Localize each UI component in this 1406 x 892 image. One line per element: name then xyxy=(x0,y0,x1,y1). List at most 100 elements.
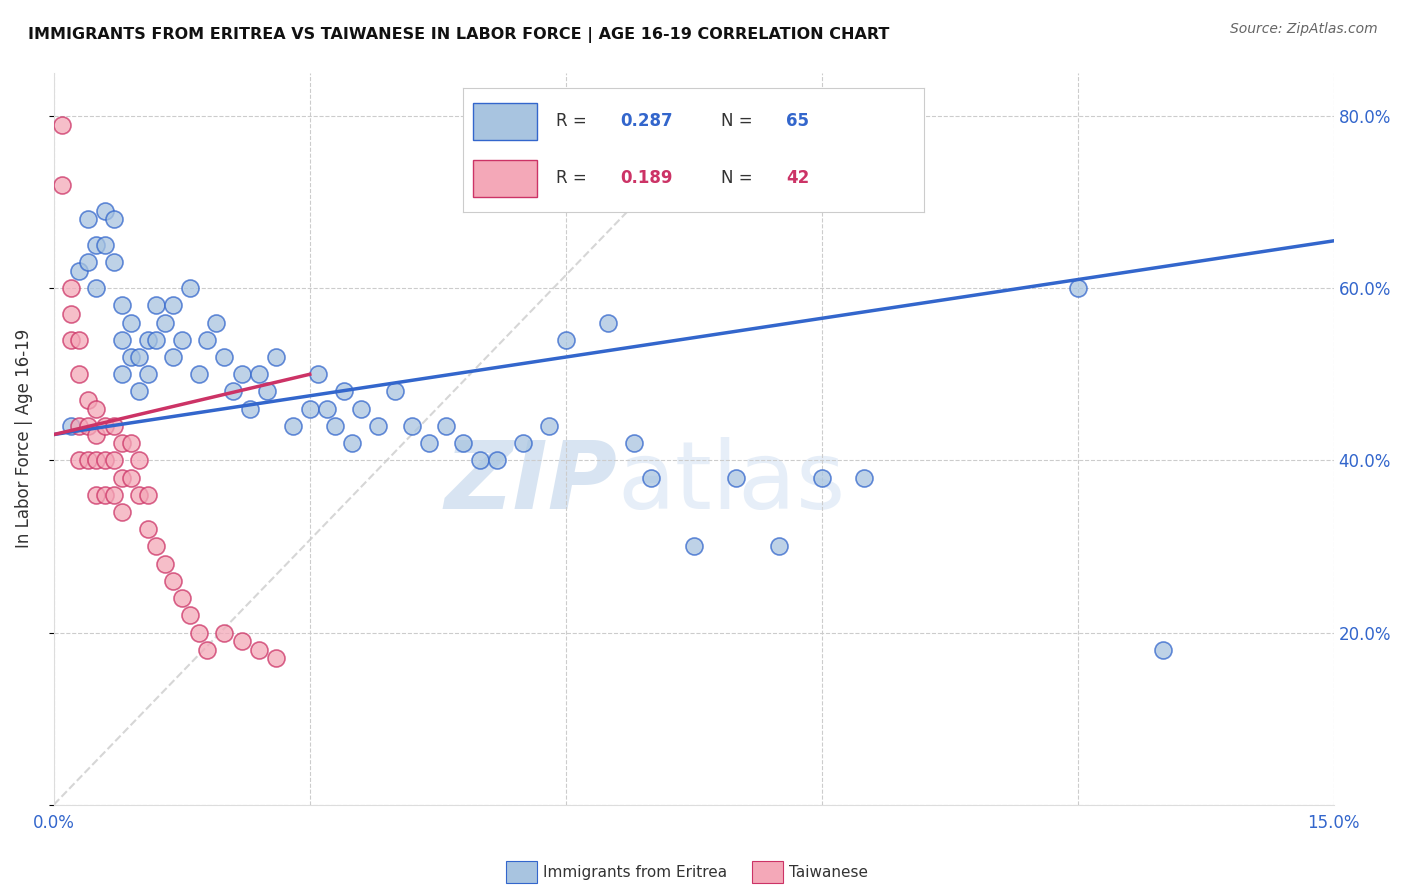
Text: Immigrants from Eritrea: Immigrants from Eritrea xyxy=(543,865,727,880)
Point xyxy=(350,401,373,416)
Text: Taiwanese: Taiwanese xyxy=(789,865,868,880)
Point xyxy=(120,470,142,484)
Text: atlas: atlas xyxy=(617,437,845,529)
Point xyxy=(103,212,125,227)
Point xyxy=(231,634,253,648)
Point xyxy=(453,436,475,450)
Point xyxy=(222,384,245,399)
Point xyxy=(77,255,100,269)
Point xyxy=(145,298,167,312)
Point xyxy=(367,418,389,433)
Point xyxy=(94,488,117,502)
Point xyxy=(231,368,253,382)
Point xyxy=(94,238,117,252)
Point xyxy=(120,436,142,450)
Point xyxy=(197,642,219,657)
Point xyxy=(1066,281,1088,295)
Point xyxy=(325,418,347,433)
Point xyxy=(103,488,125,502)
Y-axis label: In Labor Force | Age 16-19: In Labor Force | Age 16-19 xyxy=(15,329,32,549)
Point xyxy=(77,453,100,467)
Point xyxy=(136,368,159,382)
Text: ZIP: ZIP xyxy=(444,437,617,529)
Point xyxy=(59,307,82,321)
Point xyxy=(179,608,201,623)
Point xyxy=(512,436,534,450)
Point xyxy=(162,574,184,588)
Point xyxy=(1152,642,1174,657)
Point xyxy=(162,298,184,312)
Point xyxy=(67,368,90,382)
Point xyxy=(554,333,576,347)
Point xyxy=(120,350,142,364)
Point xyxy=(77,212,100,227)
Point xyxy=(197,333,219,347)
Point xyxy=(86,401,108,416)
Point xyxy=(187,368,209,382)
Point xyxy=(170,333,193,347)
Point xyxy=(94,453,117,467)
Point xyxy=(94,203,117,218)
Point xyxy=(67,264,90,278)
Point xyxy=(598,316,620,330)
Point xyxy=(103,418,125,433)
Point xyxy=(486,453,509,467)
Point xyxy=(59,281,82,295)
Point xyxy=(59,418,82,433)
Point xyxy=(810,470,832,484)
Point xyxy=(77,393,100,408)
Point xyxy=(86,427,108,442)
Point xyxy=(67,418,90,433)
Point xyxy=(136,333,159,347)
Point xyxy=(77,418,100,433)
Point xyxy=(187,625,209,640)
Point xyxy=(128,488,150,502)
Point xyxy=(470,453,492,467)
Point xyxy=(298,401,321,416)
Point xyxy=(256,384,278,399)
Point xyxy=(205,316,228,330)
Point xyxy=(537,418,560,433)
Point xyxy=(67,333,90,347)
Point xyxy=(682,540,704,554)
Point xyxy=(264,651,287,665)
Point xyxy=(111,368,134,382)
Point xyxy=(307,368,329,382)
Point xyxy=(153,557,176,571)
Point xyxy=(853,470,876,484)
Point xyxy=(145,540,167,554)
Point xyxy=(264,350,287,364)
Point xyxy=(153,316,176,330)
Point xyxy=(315,401,337,416)
Point xyxy=(768,540,790,554)
Point xyxy=(401,418,423,433)
Point xyxy=(67,453,90,467)
Point xyxy=(247,368,270,382)
Point xyxy=(59,333,82,347)
Point xyxy=(128,453,150,467)
Point xyxy=(333,384,356,399)
Text: IMMIGRANTS FROM ERITREA VS TAIWANESE IN LABOR FORCE | AGE 16-19 CORRELATION CHAR: IMMIGRANTS FROM ERITREA VS TAIWANESE IN … xyxy=(28,27,890,43)
Point xyxy=(640,470,662,484)
Point xyxy=(342,436,364,450)
Point xyxy=(145,333,167,347)
Point xyxy=(179,281,201,295)
Point xyxy=(94,418,117,433)
Text: Source: ZipAtlas.com: Source: ZipAtlas.com xyxy=(1230,22,1378,37)
Point xyxy=(86,238,108,252)
Point xyxy=(239,401,262,416)
Point xyxy=(103,453,125,467)
Point xyxy=(136,522,159,536)
Point xyxy=(623,436,645,450)
Point xyxy=(51,178,73,192)
Point xyxy=(51,118,73,132)
Point xyxy=(86,453,108,467)
Point xyxy=(128,384,150,399)
Point xyxy=(111,298,134,312)
Point xyxy=(162,350,184,364)
Point xyxy=(725,470,748,484)
Point xyxy=(136,488,159,502)
Point xyxy=(247,642,270,657)
Point xyxy=(86,488,108,502)
Point xyxy=(86,281,108,295)
